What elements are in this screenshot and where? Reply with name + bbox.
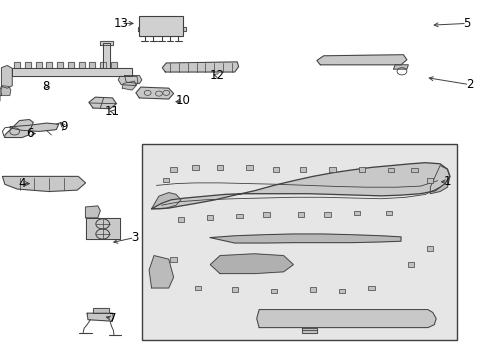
Polygon shape [183, 27, 185, 31]
Polygon shape [85, 218, 120, 239]
Text: 12: 12 [210, 69, 224, 82]
Polygon shape [10, 123, 59, 131]
Bar [407, 262, 413, 267]
Bar [270, 289, 277, 293]
Polygon shape [89, 62, 95, 68]
Polygon shape [12, 68, 132, 76]
Text: 3: 3 [130, 231, 138, 244]
Bar [272, 167, 279, 171]
Polygon shape [118, 76, 138, 86]
Bar [263, 212, 269, 217]
Bar [217, 165, 223, 170]
Bar [427, 246, 433, 251]
Polygon shape [138, 27, 141, 31]
Polygon shape [68, 62, 74, 68]
Text: 8: 8 [41, 80, 49, 93]
Polygon shape [124, 76, 142, 84]
Bar [142, 144, 456, 340]
Text: 10: 10 [176, 94, 190, 107]
Polygon shape [210, 254, 293, 274]
Polygon shape [36, 62, 41, 68]
Polygon shape [46, 62, 52, 68]
Bar [299, 167, 305, 171]
Text: 13: 13 [114, 17, 128, 30]
Polygon shape [100, 41, 113, 45]
Bar [309, 287, 316, 292]
Bar [329, 167, 335, 171]
Polygon shape [393, 65, 407, 69]
Bar [236, 213, 242, 218]
Bar [163, 178, 169, 183]
Polygon shape [1, 66, 12, 88]
Bar [246, 165, 252, 170]
Text: 4: 4 [18, 177, 26, 190]
Polygon shape [57, 62, 63, 68]
Polygon shape [136, 87, 173, 99]
Text: 6: 6 [26, 127, 34, 140]
Polygon shape [25, 62, 31, 68]
Polygon shape [102, 43, 110, 68]
Polygon shape [316, 55, 406, 65]
Bar [353, 211, 359, 215]
Text: 11: 11 [105, 105, 120, 118]
Polygon shape [111, 62, 117, 68]
Polygon shape [93, 308, 108, 313]
Bar [170, 257, 176, 261]
Polygon shape [5, 120, 33, 138]
Bar [231, 287, 237, 292]
Bar [177, 217, 183, 222]
Polygon shape [151, 163, 449, 209]
Text: 7: 7 [108, 312, 116, 325]
Polygon shape [85, 206, 100, 218]
Bar [368, 286, 374, 290]
Bar [427, 179, 433, 183]
Polygon shape [89, 97, 116, 109]
Polygon shape [151, 193, 181, 209]
Bar [385, 211, 391, 215]
Bar [192, 165, 198, 170]
Polygon shape [79, 62, 84, 68]
Bar [358, 167, 364, 171]
Bar [297, 212, 304, 217]
Text: 9: 9 [60, 120, 67, 132]
Polygon shape [14, 62, 20, 68]
Text: 2: 2 [465, 78, 472, 91]
Bar [194, 286, 201, 290]
Text: 1: 1 [443, 175, 450, 188]
Polygon shape [302, 328, 316, 333]
Text: 5: 5 [462, 17, 470, 30]
Bar [170, 167, 176, 171]
Polygon shape [149, 256, 173, 288]
Polygon shape [210, 234, 400, 243]
Polygon shape [162, 62, 238, 72]
Bar [339, 289, 345, 293]
Bar [387, 167, 394, 172]
Polygon shape [87, 313, 113, 321]
Polygon shape [429, 166, 449, 194]
Polygon shape [100, 62, 106, 68]
Polygon shape [1, 86, 11, 95]
Bar [411, 167, 417, 172]
Polygon shape [256, 310, 435, 328]
Polygon shape [2, 176, 85, 192]
Bar [324, 212, 330, 217]
Bar [207, 215, 213, 220]
Polygon shape [122, 81, 136, 90]
Bar [139, 16, 183, 36]
